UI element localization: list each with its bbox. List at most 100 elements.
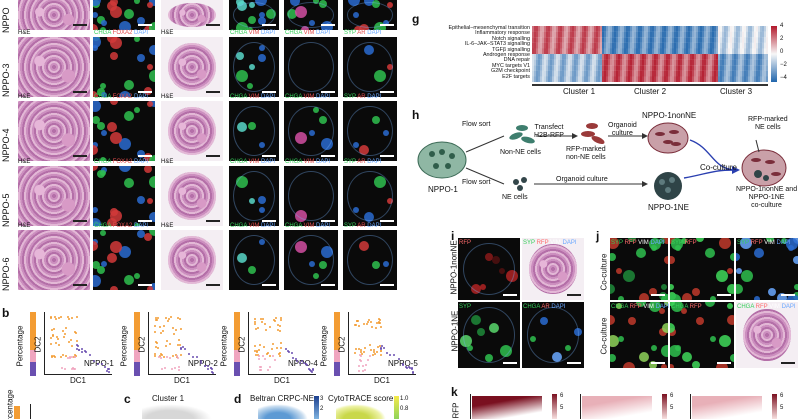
dc-point xyxy=(191,356,194,359)
heatmap-cell xyxy=(594,54,597,60)
heatmap-cell xyxy=(602,70,605,77)
heatmap-cell xyxy=(638,70,641,77)
k-density xyxy=(472,396,542,419)
bottom-axis xyxy=(30,404,31,419)
heatmap-cell xyxy=(666,31,669,38)
heatmap-cell xyxy=(678,59,681,66)
heatmap-cell xyxy=(704,48,707,55)
heatmap-cell xyxy=(532,37,535,43)
heatmap-cell xyxy=(748,42,751,49)
panel-k-ylabel: RFP xyxy=(451,402,461,419)
heatmap-cell xyxy=(670,31,673,38)
grid-r0-c1-cell xyxy=(93,23,99,30)
cluster-1-label: Cluster 1 xyxy=(563,87,596,96)
heatmap-cell xyxy=(684,65,687,71)
heatmap-cell xyxy=(584,48,587,55)
j-tile-2-cell xyxy=(670,283,674,290)
dc-point xyxy=(187,353,190,356)
dc-point xyxy=(264,358,267,361)
heatmap-cell xyxy=(630,48,633,55)
heatmap-cell xyxy=(684,70,687,77)
grid-r1-c3-label-part: CHGA xyxy=(230,30,249,36)
heatmap-cell xyxy=(712,76,715,82)
workflow-schematic xyxy=(417,122,787,200)
grid-r3-c1-cell xyxy=(106,217,117,226)
heatmap-cell xyxy=(752,54,755,60)
heatmap-cell xyxy=(756,26,759,32)
heatmap-cell xyxy=(618,26,621,32)
grid-r0-c5-scalebar xyxy=(380,24,394,26)
heatmap-cell xyxy=(620,76,623,82)
heatmap-cell xyxy=(696,70,699,77)
heatmap-cell xyxy=(686,26,689,32)
heatmap-cell xyxy=(626,31,629,38)
heatmap-cell xyxy=(536,76,539,82)
heatmap-cell xyxy=(690,42,693,49)
heatmap-cell xyxy=(706,59,709,66)
heatmap-cell xyxy=(606,48,609,55)
heatmap-cell xyxy=(700,59,703,66)
heatmap-cell xyxy=(734,54,737,60)
j-tile-2-cell xyxy=(726,283,734,294)
heatmap-cell xyxy=(638,65,641,71)
heatmap-cell xyxy=(544,59,547,66)
heatmap-cell xyxy=(726,26,729,32)
heatmap-cell xyxy=(744,65,747,71)
k-tick: 6 xyxy=(670,393,674,399)
heatmap-cell xyxy=(736,70,739,77)
heatmap-cell xyxy=(736,26,739,32)
heatmap-cell xyxy=(740,76,743,82)
grid-r0-c5-cell xyxy=(347,0,360,7)
heatmap-cell xyxy=(532,26,535,32)
d-colorbar-1 xyxy=(314,396,319,419)
dc-point xyxy=(171,327,174,330)
dc-point xyxy=(279,347,282,350)
heatmap-cell xyxy=(640,70,643,77)
heatmap-cell xyxy=(732,42,735,49)
percent-bar-orange xyxy=(334,312,340,350)
dc2-label: DC2 xyxy=(237,336,247,353)
heatmap-cell xyxy=(676,42,679,49)
grid-r2-c3-label: CHGA VIM DAPI xyxy=(230,94,275,100)
heatmap-cell xyxy=(690,76,693,82)
heatmap-cell xyxy=(572,59,575,66)
dc-point xyxy=(360,351,363,354)
heatmap-cell xyxy=(654,76,657,82)
heatmap-cell xyxy=(636,76,639,82)
heatmap-cell xyxy=(654,37,657,43)
heatmap-cell xyxy=(688,48,691,55)
heatmap-cell xyxy=(680,26,683,32)
heatmap-cell xyxy=(548,37,551,43)
heatmap-cell xyxy=(668,59,671,66)
heatmap-cell xyxy=(692,37,695,43)
heatmap-cell xyxy=(632,59,635,66)
heatmap-cell xyxy=(604,65,607,71)
heatmap-cell xyxy=(640,54,643,60)
dc-point xyxy=(50,355,53,358)
heatmap-cell xyxy=(592,37,595,43)
heatmap-cell xyxy=(726,65,729,71)
grid-r1-c5-label-part: DAPI xyxy=(367,30,382,36)
heatmap-cell xyxy=(718,54,721,60)
dc-point xyxy=(180,347,183,350)
grid-r0-c4-cell xyxy=(300,25,309,30)
dc-point xyxy=(166,355,169,358)
heatmap-cell xyxy=(664,37,667,43)
heatmap-cell xyxy=(624,42,627,49)
heatmap-cell xyxy=(648,54,651,60)
heatmap-cell xyxy=(744,31,747,38)
heatmap-cell xyxy=(648,70,651,77)
dc-point xyxy=(168,357,171,360)
heatmap-cell xyxy=(694,26,697,32)
heatmap-cell xyxy=(634,31,637,38)
dc-point xyxy=(376,322,379,325)
heatmap-cell xyxy=(742,59,745,66)
grid-r2-c4-label-part: VIM xyxy=(303,94,317,100)
heatmap-cell xyxy=(634,70,637,77)
heatmap-cell xyxy=(536,54,539,60)
heatmap-cell xyxy=(588,48,591,55)
heatmap-cell xyxy=(658,31,661,38)
dc2-label: DC2 xyxy=(33,336,43,353)
grid-r4-c3-label-part: CHGA xyxy=(230,223,249,229)
heatmap-cell xyxy=(660,31,663,38)
